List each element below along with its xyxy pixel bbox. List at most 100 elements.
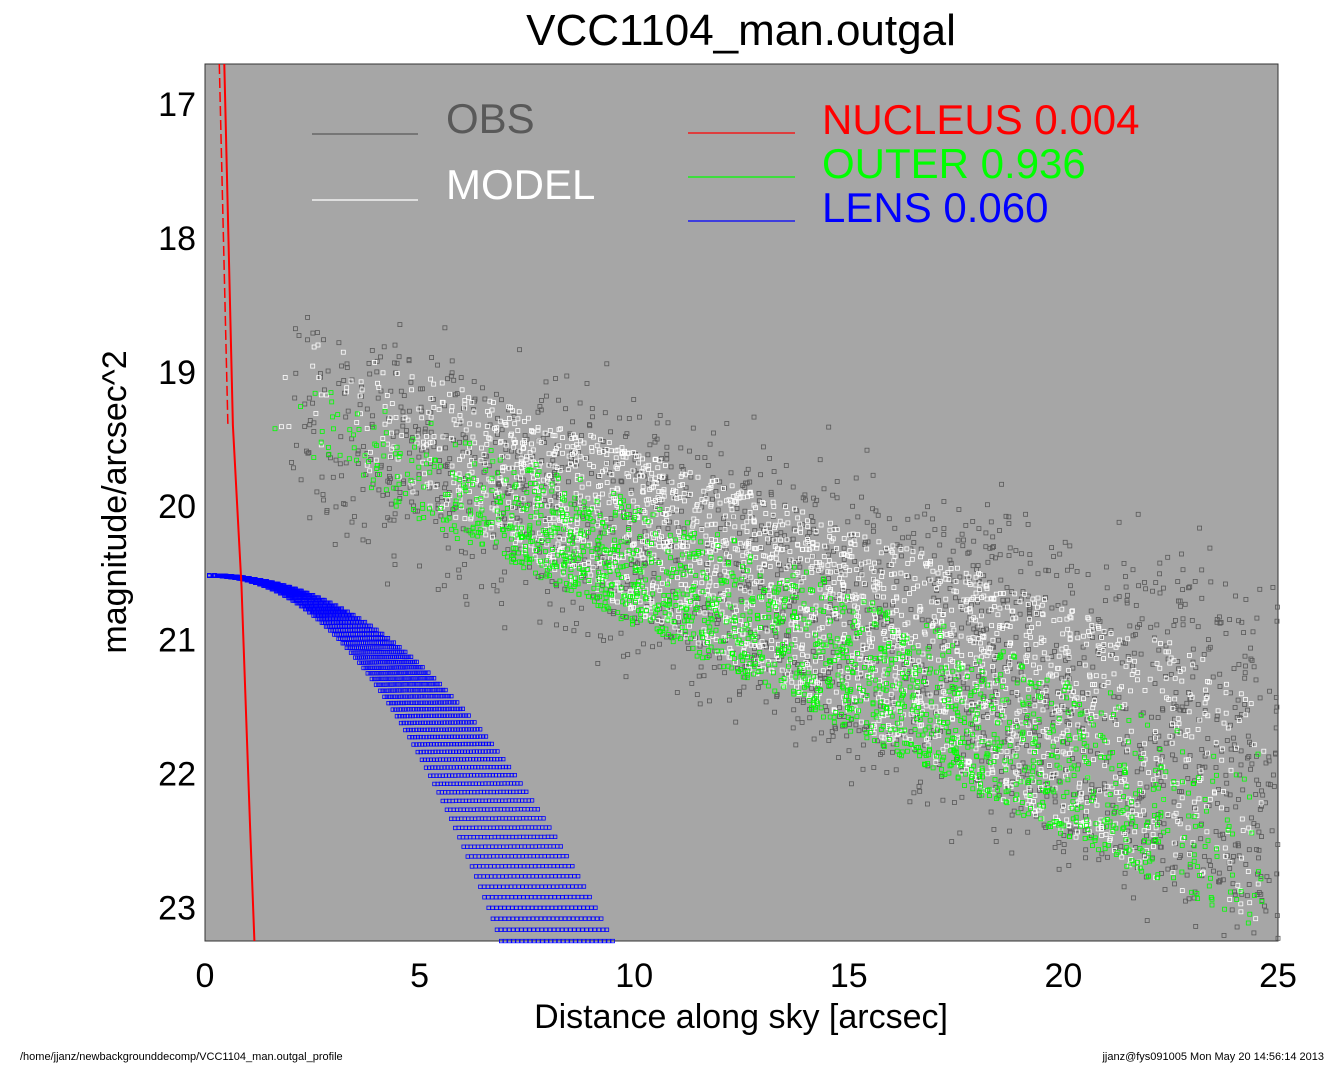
obs-point <box>955 537 961 543</box>
obs-point <box>952 800 957 805</box>
obs-point <box>435 362 441 368</box>
obs-point <box>1184 700 1190 706</box>
obs-point <box>785 633 791 639</box>
obs-point <box>1083 778 1088 784</box>
obs-point <box>1056 866 1062 872</box>
obs-point <box>1179 551 1184 557</box>
obs-point <box>1244 893 1250 899</box>
obs-point <box>1254 847 1259 852</box>
obs-point <box>1139 616 1145 622</box>
obs-point <box>601 638 606 643</box>
obs-point <box>1121 741 1127 747</box>
obs-point <box>443 481 449 487</box>
obs-point <box>1206 637 1211 642</box>
obs-point <box>332 542 338 547</box>
obs-point <box>852 559 858 564</box>
obs-point <box>1217 877 1223 883</box>
obs-point <box>1116 594 1122 599</box>
obs-point <box>807 715 813 721</box>
obs-point <box>1180 622 1186 628</box>
obs-point <box>1224 738 1230 743</box>
obs-point <box>499 427 505 433</box>
obs-point <box>458 375 464 381</box>
obs-point <box>448 373 454 379</box>
obs-point <box>1017 611 1023 617</box>
obs-point <box>1227 866 1233 871</box>
obs-point <box>956 507 962 512</box>
obs-point <box>584 381 590 386</box>
obs-point <box>800 700 806 705</box>
obs-point <box>1172 881 1177 887</box>
obs-point <box>755 685 761 690</box>
obs-point <box>650 644 655 650</box>
obs-point <box>1177 598 1183 604</box>
obs-point <box>1257 586 1263 592</box>
obs-point <box>696 673 702 679</box>
obs-point <box>637 414 642 420</box>
obs-point <box>1274 618 1280 624</box>
obs-point <box>1080 644 1086 650</box>
obs-point <box>1201 652 1207 657</box>
obs-point <box>493 493 499 499</box>
obs-point <box>1035 571 1041 577</box>
obs-point <box>388 388 394 394</box>
obs-point <box>1131 650 1137 656</box>
obs-point <box>759 523 764 529</box>
obs-point <box>1245 755 1250 761</box>
obs-point <box>1123 584 1129 590</box>
obs-point <box>1233 804 1239 810</box>
obs-point <box>502 454 507 460</box>
obs-point <box>1096 787 1102 793</box>
obs-point <box>631 397 637 402</box>
obs-point <box>656 525 662 531</box>
obs-point <box>1046 751 1051 757</box>
obs-point <box>608 635 613 641</box>
obs-point <box>865 625 871 631</box>
obs-point <box>1229 907 1235 913</box>
obs-point <box>949 839 955 844</box>
obs-point <box>1256 855 1261 861</box>
obs-point <box>1153 580 1159 585</box>
obs-point <box>1235 697 1241 703</box>
obs-point <box>1192 805 1197 811</box>
obs-point <box>407 484 413 490</box>
obs-point <box>1259 834 1264 839</box>
obs-point <box>911 540 917 545</box>
obs-point <box>664 456 670 462</box>
obs-point <box>311 420 317 426</box>
obs-point <box>1171 799 1177 805</box>
obs-point <box>876 606 882 611</box>
obs-point <box>790 484 796 490</box>
obs-point <box>1023 511 1028 517</box>
obs-point <box>871 523 876 529</box>
obs-point <box>826 424 832 430</box>
obs-point <box>1002 665 1008 670</box>
obs-point <box>826 576 831 581</box>
obs-point <box>367 371 373 377</box>
obs-point <box>443 445 449 451</box>
obs-point <box>1044 704 1050 710</box>
obs-point <box>535 409 541 415</box>
obs-point <box>1122 831 1127 836</box>
obs-point <box>810 648 816 654</box>
obs-point <box>1214 717 1220 722</box>
obs-point <box>388 454 394 460</box>
obs-point <box>862 582 868 588</box>
obs-point <box>394 429 400 435</box>
obs-point <box>472 398 478 404</box>
obs-point <box>1013 634 1019 640</box>
obs-point <box>1180 616 1186 622</box>
obs-point <box>1116 694 1122 700</box>
obs-point <box>924 691 930 697</box>
obs-point <box>690 425 696 431</box>
obs-point <box>549 579 555 584</box>
obs-point <box>931 553 937 559</box>
obs-point <box>847 721 852 727</box>
obs-point <box>556 397 561 403</box>
obs-point <box>1104 564 1109 570</box>
obs-point <box>1040 657 1046 663</box>
obs-point <box>382 522 388 528</box>
obs-point <box>1032 729 1038 735</box>
obs-point <box>1264 874 1270 880</box>
obs-point <box>1246 754 1252 759</box>
